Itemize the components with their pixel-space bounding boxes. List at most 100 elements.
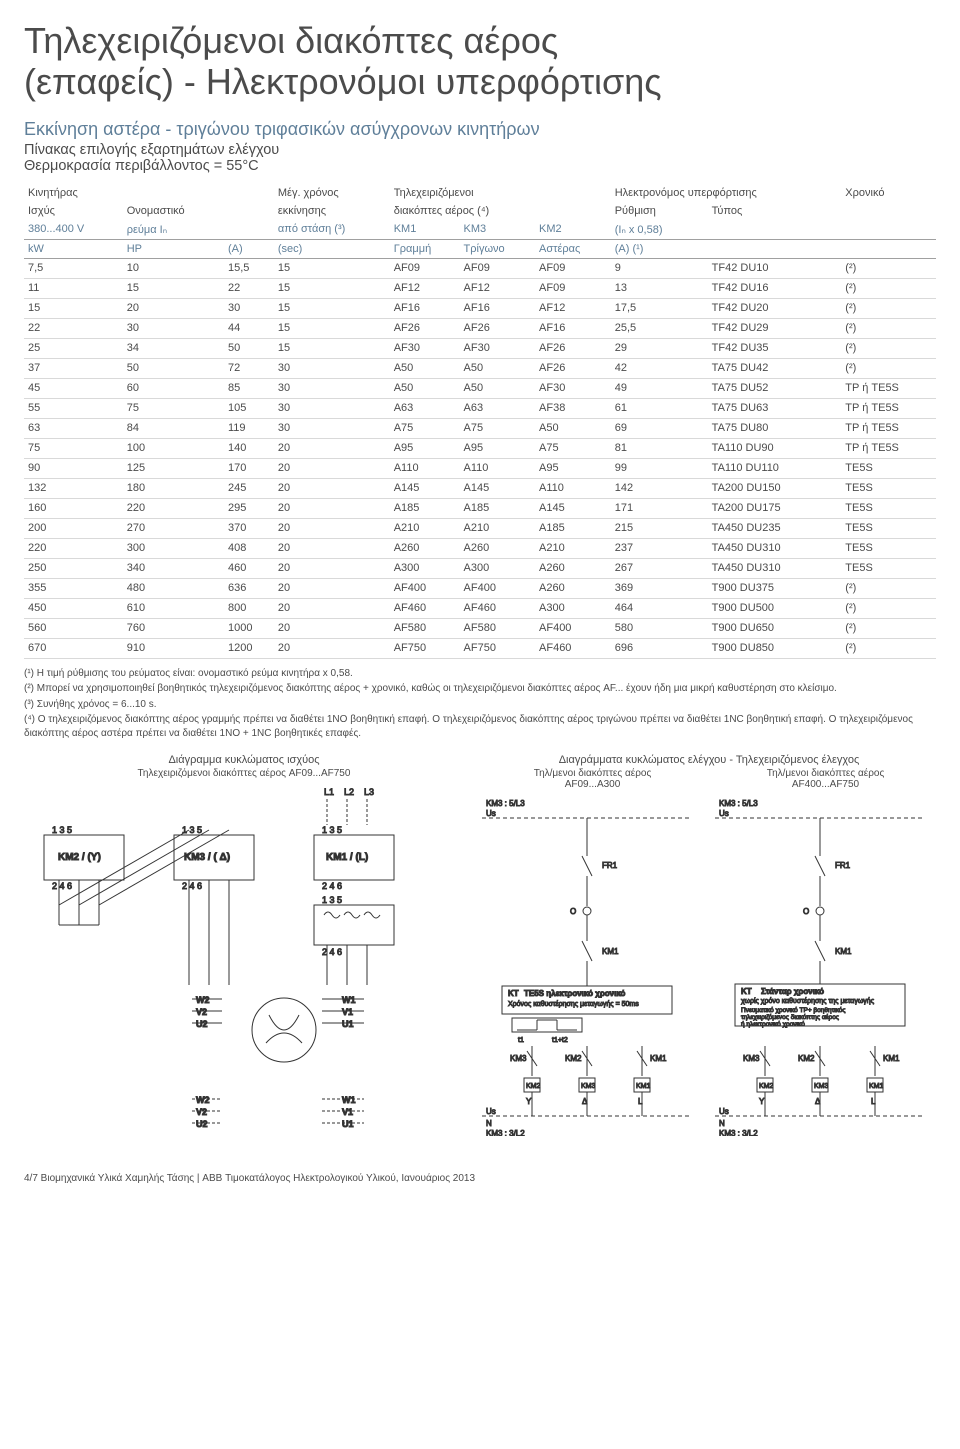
cell: AF12 [535,298,611,318]
cell: TE5S [841,558,936,578]
cell: A300 [390,558,460,578]
svg-text:KM2 / (Y): KM2 / (Y) [58,852,101,863]
cell: 69 [611,418,708,438]
diagrams: Διάγραμμα κυκλώματος ισχύος Τηλεχειριζόμ… [24,754,936,1145]
cell: 560 [24,618,123,638]
cell: AF12 [460,278,535,298]
svg-text:Us: Us [486,809,496,818]
table-row: 7510014020A95A95A7581TA110 DU90TP ή TE5S [24,438,936,458]
hdr-air: διακόπτες αέρος (⁴) [390,202,611,220]
cell: 370 [224,518,274,538]
cell: A110 [390,458,460,478]
svg-text:KM1: KM1 [883,1054,900,1063]
cell: 63 [24,418,123,438]
svg-text:KM3: KM3 [743,1054,760,1063]
cell: TA450 DU310 [708,558,842,578]
svg-text:1 3 5: 1 3 5 [52,825,72,835]
cell: 20 [274,558,390,578]
cell: TE5S [841,498,936,518]
svg-text:U1: U1 [342,1019,354,1029]
cell: A260 [535,558,611,578]
cell: 160 [24,498,123,518]
svg-text:KM3 : 3/L2: KM3 : 3/L2 [719,1129,758,1136]
control-diagram-left: KM3 : 5/L3 Us FR1 O [482,796,703,1136]
svg-text:1 3 5: 1 3 5 [322,895,342,905]
cell: 90 [24,458,123,478]
title-line2: (επαφείς) - Ηλεκτρονόμοι υπερφόρτισης [24,61,662,102]
hdr-type: Τύπος [708,202,842,220]
svg-text:ή ηλεκτρονικό χρονικό: ή ηλεκτρονικό χρονικό [741,1020,805,1028]
cell: 15 [274,258,390,278]
cell: AF30 [460,338,535,358]
hdr-setting: Ρύθμιση [611,202,708,220]
cell: TF42 DU20 [708,298,842,318]
cell: 267 [611,558,708,578]
cell: (²) [841,638,936,658]
table-row: 37507230A50A50AF2642TA75 DU42(²) [24,358,936,378]
cell: AF26 [390,318,460,338]
svg-text:KM3 / ( Δ): KM3 / ( Δ) [184,852,230,863]
header-row-2: Ισχύς Ονομαστικό εκκίνησης διακόπτες αέρ… [24,202,936,220]
cell: A210 [535,538,611,558]
svg-text:KM3 : 5/L3: KM3 : 5/L3 [486,799,525,808]
cell: 37 [24,358,123,378]
cell: 20 [123,298,224,318]
cell: 30 [123,318,224,338]
cell: 180 [123,478,224,498]
table-row: 11152215AF12AF12AF0913TF42 DU16(²) [24,278,936,298]
svg-text:FR1: FR1 [835,861,851,870]
cell: A300 [535,598,611,618]
svg-text:KM1: KM1 [835,947,852,956]
cell: 9 [611,258,708,278]
cell: 22 [224,278,274,298]
hdr-start: εκκίνησης [274,202,390,220]
cell: 17,5 [611,298,708,318]
svg-text:t1: t1 [518,1037,524,1044]
svg-text:KM2: KM2 [565,1054,582,1063]
cell: TE5S [841,538,936,558]
cell: 250 [24,558,123,578]
cell: 760 [123,618,224,638]
hdr-motor: Κινητήρας [24,184,224,202]
cell: 44 [224,318,274,338]
cell: 800 [224,598,274,618]
cell: TF42 DU29 [708,318,842,338]
cell: 100 [123,438,224,458]
svg-text:t1+t2: t1+t2 [552,1037,568,1044]
svg-text:2 4 6: 2 4 6 [322,947,342,957]
svg-text:W1: W1 [342,995,356,1005]
note-4: (⁴) Ο τηλεχειριζόμενος διακόπτης αέρος γ… [24,713,936,740]
table-body: 7,51015,515AF09AF09AF099TF42 DU10(²)1115… [24,258,936,658]
table-row: 22304415AF26AF26AF1625,5TF42 DU29(²) [24,318,936,338]
cell: TF42 DU35 [708,338,842,358]
cell: A210 [460,518,535,538]
cell: A95 [535,458,611,478]
cell: AF09 [460,258,535,278]
cell: A110 [460,458,535,478]
cell: 81 [611,438,708,458]
svg-text:χωρίς χρόνο καθυστέρησης της μ: χωρίς χρόνο καθυστέρησης της μεταγωγής [741,997,875,1005]
note-3: (³) Συνήθης χρόνος = 6...10 s. [24,698,936,712]
cell: (²) [841,278,936,298]
table-row: 20027037020A210A210A185215TA450 DU235TE5… [24,518,936,538]
table-row: 25345015AF30AF30AF2629TF42 DU35(²) [24,338,936,358]
svg-text:KM1: KM1 [650,1054,667,1063]
subtitle-1: Εκκίνηση αστέρα - τριγώνου τριφασικών ασ… [24,119,936,140]
cell: 30 [274,358,390,378]
cell: 72 [224,358,274,378]
cell: 215 [611,518,708,538]
cell: A75 [535,438,611,458]
cell: 20 [274,498,390,518]
svg-text:V1: V1 [342,1007,353,1017]
cell: 369 [611,578,708,598]
page-footer: 4/7 Βιομηχανικά Υλικά Χαμηλής Τάσης | AB… [24,1173,936,1184]
cell: A50 [535,418,611,438]
cell: 119 [224,418,274,438]
power-diagram-sub: Τηλεχειριζόμενοι διακόπτες αέρος AF09...… [24,768,464,779]
cell: TA75 DU80 [708,418,842,438]
control-diagram-title: Διαγράμματα κυκλώματος ελέγχου - Τηλεχει… [482,754,936,766]
table-row: 557510530A63A63AF3861TA75 DU63TP ή TE5S [24,398,936,418]
svg-text:KM3: KM3 [510,1054,527,1063]
label-l3: L3 [364,787,374,797]
svg-text:N: N [486,1119,492,1128]
